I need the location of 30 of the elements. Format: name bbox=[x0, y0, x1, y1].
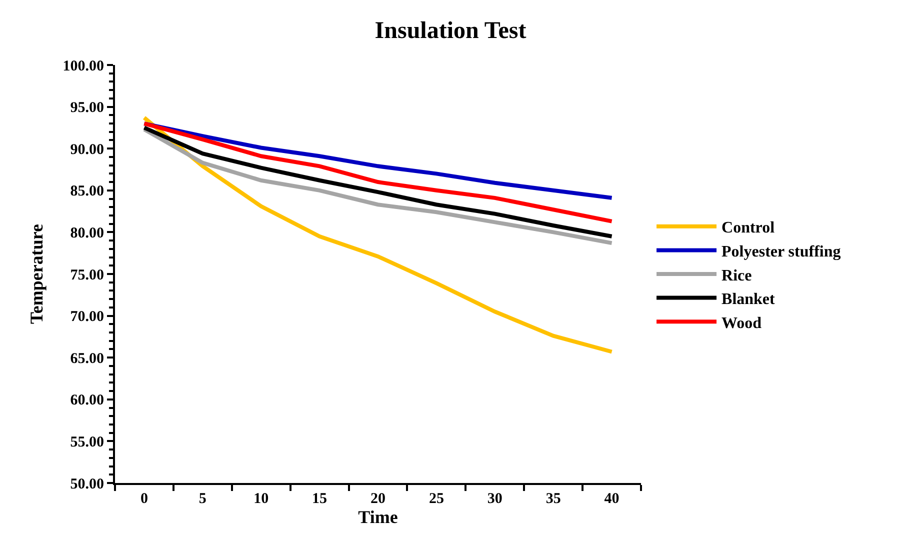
y-tick-label: 55.00 bbox=[70, 434, 104, 450]
y-tick-label: 60.00 bbox=[70, 392, 104, 409]
x-tick-label: 40 bbox=[604, 491, 620, 507]
y-tick-label: 80.00 bbox=[70, 225, 104, 242]
y-axis-title: Temperature bbox=[26, 224, 46, 324]
x-tick-label: 10 bbox=[254, 491, 269, 507]
x-tick-label: 35 bbox=[546, 491, 561, 507]
legend-label: Polyester stuffing bbox=[722, 243, 841, 260]
y-tick-label: 65.00 bbox=[70, 350, 104, 367]
legend-label: Rice bbox=[722, 267, 752, 284]
x-tick-label: 20 bbox=[370, 491, 386, 507]
x-tick-label: 5 bbox=[198, 491, 206, 507]
line-series bbox=[142, 116, 614, 354]
y-tick-label: 75.00 bbox=[70, 267, 104, 284]
y-tick-label: 100.00 bbox=[62, 58, 104, 74]
y-tick-label: 50.00 bbox=[70, 476, 104, 492]
legend-label: Wood bbox=[722, 314, 762, 332]
x-tick-label: 25 bbox=[428, 491, 444, 507]
chart-title: Insulation Test bbox=[374, 18, 526, 44]
x-tick-label: 15 bbox=[312, 491, 328, 507]
x-axis-title: Time bbox=[358, 507, 398, 527]
y-tick-label: 70.00 bbox=[70, 309, 104, 326]
line-series bbox=[142, 122, 614, 224]
legend-label: Control bbox=[722, 220, 776, 237]
y-tick-label: 85.00 bbox=[70, 184, 104, 200]
x-tick-label: 30 bbox=[487, 491, 502, 507]
x-tick-label: 0 bbox=[140, 491, 148, 507]
y-tick-label: 95.00 bbox=[70, 100, 104, 116]
legend-label: Blanket bbox=[722, 291, 776, 308]
y-tick-label: 90.00 bbox=[70, 142, 104, 158]
